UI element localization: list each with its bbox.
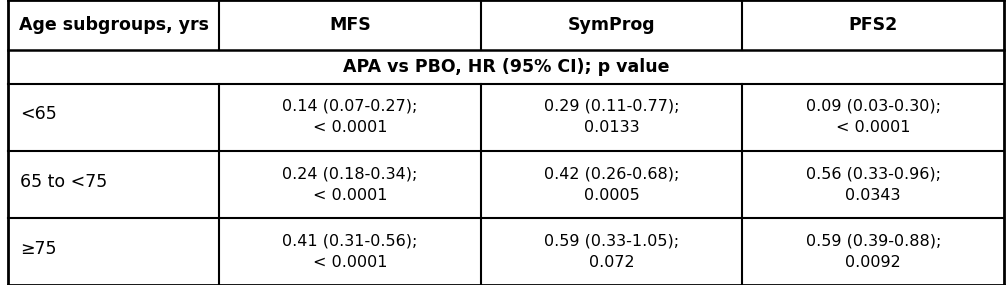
Text: Age subgroups, yrs: Age subgroups, yrs <box>19 16 208 34</box>
Text: 0.072: 0.072 <box>589 255 635 270</box>
Text: 0.09 (0.03-0.30);: 0.09 (0.03-0.30); <box>806 99 941 114</box>
Text: MFS: MFS <box>329 16 371 34</box>
Text: < 0.0001: < 0.0001 <box>836 121 910 135</box>
Text: ≥75: ≥75 <box>20 240 56 258</box>
Text: 0.42 (0.26-0.68);: 0.42 (0.26-0.68); <box>544 166 679 181</box>
Text: 0.0092: 0.0092 <box>845 255 901 270</box>
Text: 0.0133: 0.0133 <box>583 121 640 135</box>
Text: < 0.0001: < 0.0001 <box>313 188 387 203</box>
Text: < 0.0001: < 0.0001 <box>313 121 387 135</box>
Text: 0.29 (0.11-0.77);: 0.29 (0.11-0.77); <box>544 99 679 114</box>
Text: 0.41 (0.31-0.56);: 0.41 (0.31-0.56); <box>283 233 417 248</box>
Text: APA vs PBO, HR (95% CI); p value: APA vs PBO, HR (95% CI); p value <box>343 58 669 76</box>
Text: SymProg: SymProg <box>567 16 656 34</box>
Text: 65 to <75: 65 to <75 <box>20 172 108 191</box>
Text: 0.59 (0.33-1.05);: 0.59 (0.33-1.05); <box>544 233 679 248</box>
Text: PFS2: PFS2 <box>849 16 897 34</box>
Text: 0.0005: 0.0005 <box>583 188 640 203</box>
Text: 0.56 (0.33-0.96);: 0.56 (0.33-0.96); <box>806 166 941 181</box>
Text: <65: <65 <box>20 105 57 123</box>
Text: 0.14 (0.07-0.27);: 0.14 (0.07-0.27); <box>283 99 417 114</box>
Text: 0.59 (0.39-0.88);: 0.59 (0.39-0.88); <box>806 233 941 248</box>
Text: 0.24 (0.18-0.34);: 0.24 (0.18-0.34); <box>283 166 417 181</box>
Text: 0.0343: 0.0343 <box>845 188 901 203</box>
Text: < 0.0001: < 0.0001 <box>313 255 387 270</box>
